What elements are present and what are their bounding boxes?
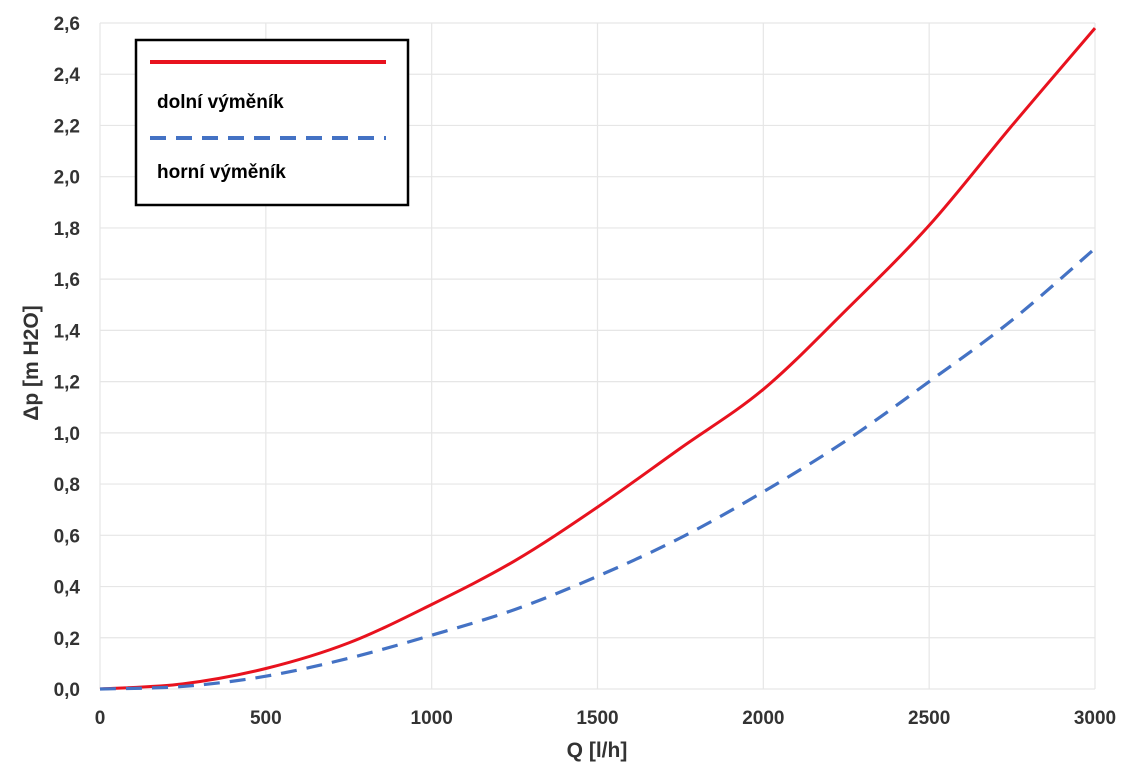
y-tick-label: 1,2: [54, 373, 80, 394]
x-tick-label: 3000: [1074, 708, 1116, 729]
legend-label-horni-vymenik: horní výměník: [157, 162, 286, 183]
y-tick-label: 2,0: [54, 168, 80, 189]
y-tick-label: 0,4: [54, 578, 81, 599]
series-line-horni-vymenik: [99, 247, 1097, 691]
legend: dolní výměník horní výměník: [134, 38, 410, 207]
x-axis-title: Q [l/h]: [567, 739, 628, 762]
y-tick-label: 1,0: [54, 424, 80, 445]
y-axis-title: Δp [m H2O]: [20, 305, 43, 420]
series-line-dolni-vymenik: [99, 27, 1097, 691]
y-tick-label: 2,4: [54, 65, 81, 86]
x-tick-label: 500: [250, 708, 282, 729]
y-tick-label: 2,6: [54, 14, 80, 35]
series: [99, 27, 1097, 691]
x-tick-label: 1000: [411, 708, 453, 729]
x-tick-label: 2500: [908, 708, 950, 729]
y-tick-label: 0,0: [54, 680, 80, 701]
legend-label-dolni-vymenik: dolní výměník: [157, 92, 284, 113]
y-tick-label: 2,2: [54, 116, 80, 137]
x-tick-label: 2000: [742, 708, 784, 729]
y-tick-label: 0,6: [54, 526, 80, 547]
y-tick-label: 0,2: [54, 629, 80, 650]
y-tick-label: 1,4: [54, 321, 81, 342]
legend-box: [134, 38, 410, 207]
x-tick-label: 1500: [576, 708, 618, 729]
x-tick-label: 0: [95, 708, 106, 729]
y-tick-label: 1,6: [54, 270, 80, 291]
y-tick-label: 0,8: [54, 475, 80, 496]
axes: 0,0 0,2 0,4 0,6 0,8 1,0 1,2 1,4 1,6 1,8 2,0 2,2 2,4 2…: [54, 14, 1117, 729]
y-tick-label: 1,8: [54, 219, 80, 240]
